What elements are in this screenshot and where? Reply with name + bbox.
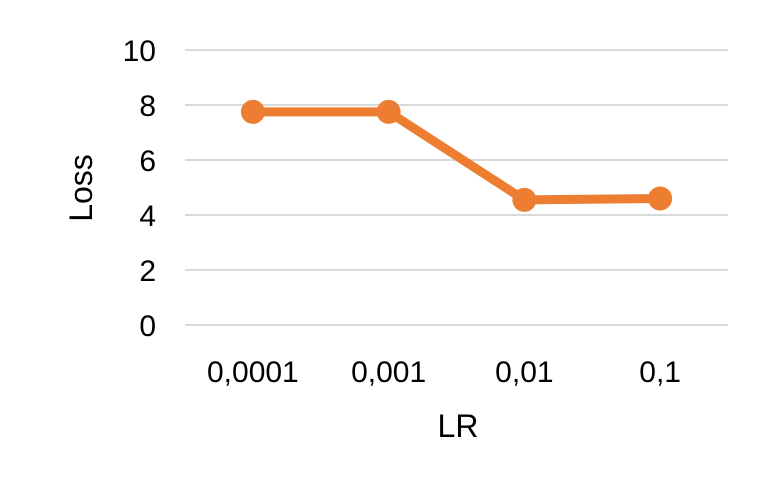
data-point-2 [512,187,537,212]
y-tick-label: 2 [139,255,156,288]
y-tick-label: 8 [139,90,156,123]
data-point-1 [376,99,401,124]
y-tick-label: 0 [139,310,156,343]
y-tick-label: 4 [139,200,156,233]
x-tick-label: 0,0001 [207,356,299,389]
y-tick-label: 6 [139,145,156,178]
gridlines [185,49,728,326]
loss-series [240,99,673,212]
x-axis-ticks: 0,0001 0,001 0,01 0,1 [207,356,681,389]
x-tick-label: 0,1 [639,356,681,389]
x-axis-title: LR [438,408,479,444]
x-tick-label: 0,001 [351,356,426,389]
y-axis-title: Loss [63,154,99,222]
x-tick-label: 0,01 [495,356,553,389]
data-point-0 [240,99,265,124]
data-point-3 [648,186,673,211]
y-tick-label: 10 [123,35,156,68]
y-axis-ticks: 0 2 4 6 8 10 [123,35,156,343]
series-line [248,107,665,205]
